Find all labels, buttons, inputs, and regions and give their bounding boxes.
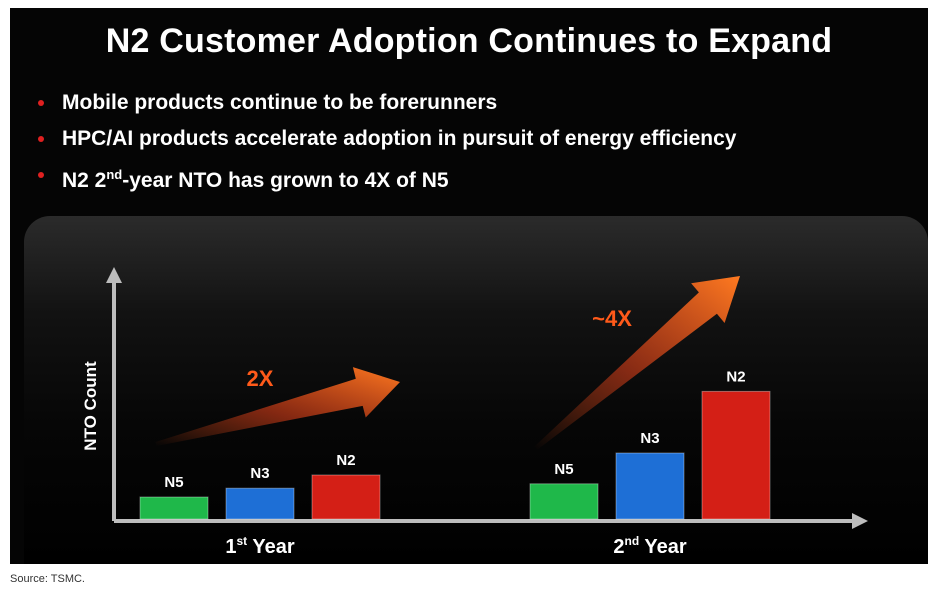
- chart-bars: [139, 390, 771, 520]
- slide: N2 Customer Adoption Continues to Expand…: [10, 8, 928, 564]
- bullet-dot-icon: [38, 172, 44, 178]
- source-note: Source: TSMC.: [10, 573, 85, 585]
- growth-arrow-icon: [534, 276, 740, 450]
- bar-n5: [529, 483, 599, 520]
- bar-chart: NTO Count N5 N5 N3 N3 N2 N2 1st Year 2nd Year 2X ~…: [81, 267, 868, 558]
- y-axis-arrowhead-icon: [106, 267, 122, 283]
- bullet-text: HPC/AI products accelerate adoption in p…: [62, 127, 737, 150]
- y-axis-label: NTO Count: [81, 361, 100, 451]
- bar-label-n2: N2: [336, 452, 355, 469]
- bullet-dot-icon: [38, 136, 44, 142]
- bullet-item: Mobile products continue to be forerunne…: [38, 88, 736, 124]
- bullet-item: N2 2nd-year NTO has grown to 4X of N5: [38, 160, 736, 196]
- annotation-label: 2X: [247, 366, 274, 391]
- bar-n3: [615, 452, 685, 520]
- growth-arrow-icon: [155, 367, 400, 446]
- bar-label-n3: N3: [640, 430, 659, 447]
- bar-n3: [225, 487, 295, 520]
- bar-n2: [701, 390, 771, 520]
- x-tick-label: 1st Year: [225, 534, 294, 558]
- bar-n2: [311, 474, 381, 520]
- bullet-text: N2 2: [62, 169, 107, 192]
- growth-arrows: [155, 276, 740, 450]
- annotation-label: ~4X: [592, 306, 632, 331]
- bullet-text-continued: -year NTO has grown to 4X of N5: [122, 169, 449, 192]
- chart-labels: NTO Count N5 N5 N3 N3 N2 N2 1st Year 2nd Year 2X ~…: [81, 306, 746, 558]
- bullet-list: Mobile products continue to be forerunne…: [38, 88, 736, 196]
- bullet-text: Mobile products continue to be forerunne…: [62, 91, 498, 114]
- bullet-superscript: nd: [106, 167, 123, 182]
- x-axis-arrowhead-icon: [852, 513, 868, 529]
- bar-label-n3: N3: [250, 465, 269, 482]
- slide-title: N2 Customer Adoption Continues to Expand: [105, 22, 833, 60]
- bar-label-n2: N2: [726, 368, 745, 385]
- chart-axes: [106, 267, 868, 529]
- bar-label-n5: N5: [554, 461, 573, 478]
- bullet-item: HPC/AI products accelerate adoption in p…: [38, 124, 736, 160]
- x-tick-label: 2nd Year: [613, 534, 686, 558]
- bar-label-n5: N5: [164, 474, 183, 491]
- bar-n5: [139, 496, 209, 520]
- chart-panel: NTO Count N5 N5 N3 N3 N2 N2 1st Year 2nd Year 2X ~…: [24, 216, 928, 564]
- bullet-dot-icon: [38, 100, 44, 106]
